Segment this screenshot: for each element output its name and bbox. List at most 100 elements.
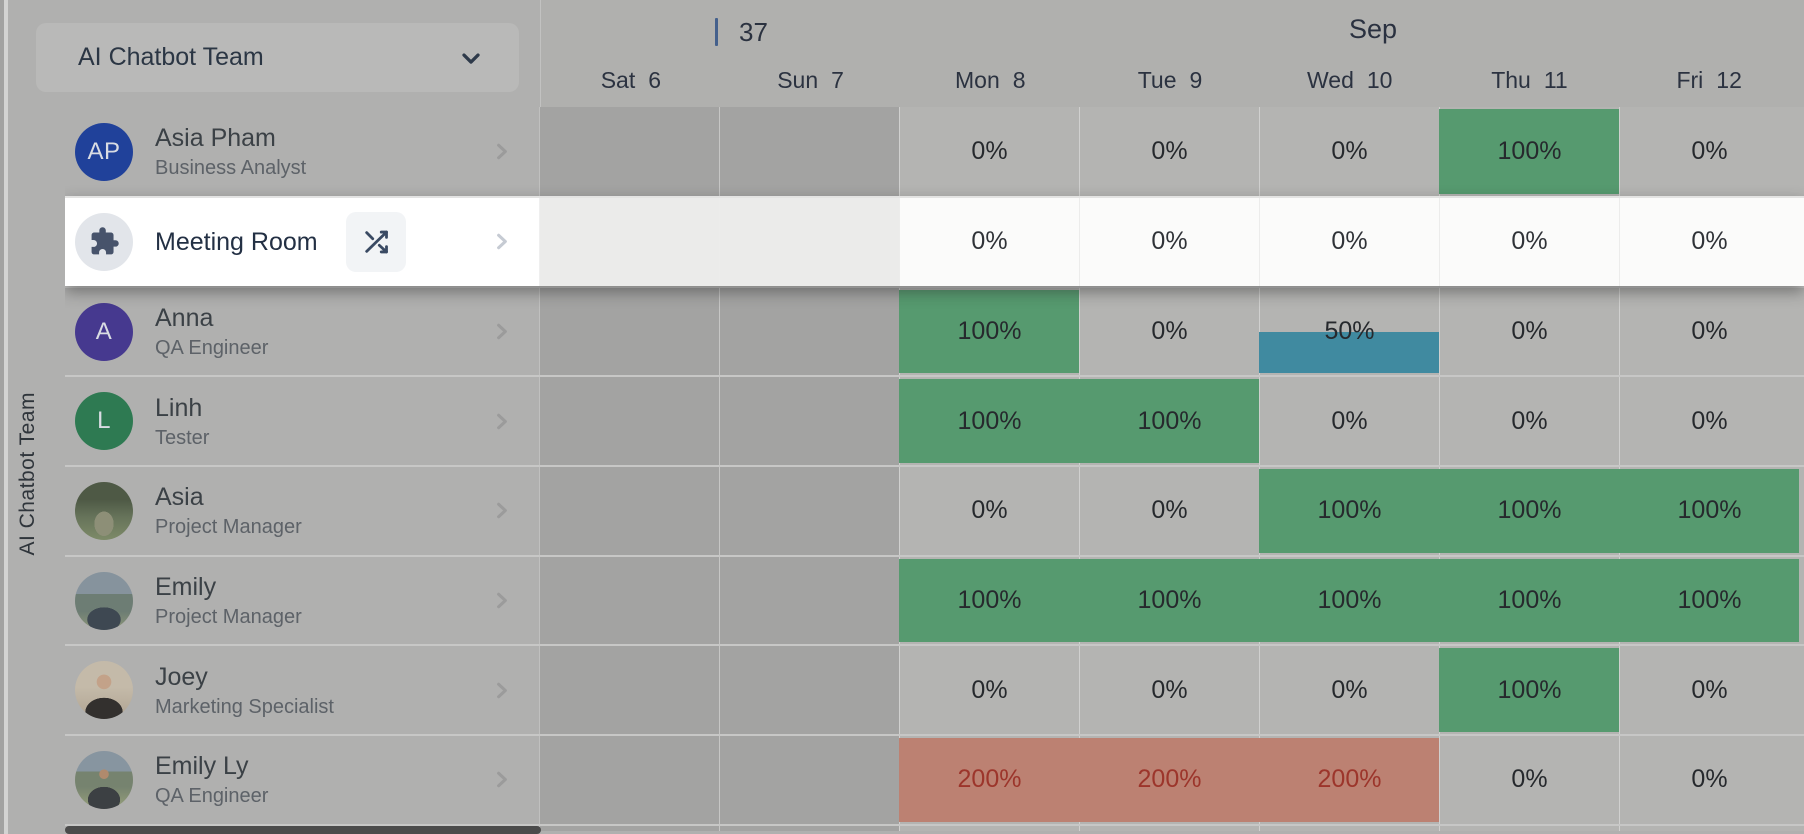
allocation-cell-sun[interactable] [719, 467, 899, 555]
member-name: Emily Ly [155, 752, 249, 781]
allocation-cell-thu[interactable]: 0% [1439, 287, 1619, 376]
day-header-sun[interactable]: Sun 7 [721, 0, 901, 107]
day-header-sat[interactable]: Sat 6 [541, 0, 721, 107]
allocation-cell-sun[interactable] [719, 646, 899, 735]
member-name-cell[interactable]: A Anna QA Engineer [65, 287, 540, 376]
allocation-percent-label: 100% [1677, 496, 1742, 525]
allocation-cell-wed[interactable]: 100% [1259, 467, 1439, 555]
allocation-cell-thu[interactable]: 100% [1439, 556, 1619, 645]
allocation-cell-sun[interactable] [719, 377, 899, 466]
allocation-cell-tue[interactable]: 0% [1079, 646, 1259, 735]
allocation-percent-label: 200% [957, 765, 1022, 794]
allocation-cell-tue[interactable]: 200% [1079, 736, 1259, 824]
allocation-cell-sun[interactable] [719, 825, 899, 831]
allocation-cell-mon[interactable]: 100% [899, 556, 1079, 645]
chevron-right-icon[interactable] [490, 768, 513, 791]
team-selector-dropdown[interactable]: AI Chatbot Team [36, 23, 519, 92]
allocation-cell-thu[interactable]: 100% [1439, 107, 1619, 196]
member-name-cell[interactable]: Emily Ly QA Engineer [65, 736, 540, 824]
day-header-mon[interactable]: Mon 8 [900, 0, 1080, 107]
member-role: QA Engineer [155, 337, 269, 360]
member-name-cell[interactable]: Emily Project Manager [65, 556, 540, 645]
allocation-cell-fri[interactable]: 0% [1619, 736, 1799, 824]
chevron-right-icon[interactable] [490, 410, 513, 433]
allocation-cell-wed[interactable]: 0% [1259, 107, 1439, 196]
allocation-cell-fri[interactable]: 0% [1619, 107, 1799, 196]
member-name-cell[interactable]: Asia Project Manager [65, 467, 540, 555]
chevron-right-icon[interactable] [490, 589, 513, 612]
chevron-down-icon [457, 44, 485, 72]
member-name-cell[interactable]: L Linh Tester [65, 377, 540, 466]
allocation-cell-sat[interactable] [540, 287, 719, 376]
allocation-cell-tue[interactable]: 0% [1079, 107, 1259, 196]
allocation-cell-fri[interactable]: 100% [1619, 467, 1799, 555]
allocation-cell-mon[interactable]: 100% [899, 287, 1079, 376]
day-header-wed[interactable]: Wed 10 [1260, 0, 1440, 107]
allocation-cell-tue[interactable]: 0% [1079, 467, 1259, 555]
allocation-cell-mon[interactable]: 0% [899, 107, 1079, 196]
allocation-cell-sun[interactable] [719, 107, 899, 196]
allocation-cell-sat[interactable] [540, 736, 719, 824]
allocation-cell-thu[interactable]: 100% [1439, 646, 1619, 735]
allocation-cell-thu[interactable] [1439, 825, 1619, 831]
allocation-cell-fri[interactable]: 0% [1619, 198, 1799, 286]
allocation-cell-thu[interactable]: 0% [1439, 377, 1619, 466]
allocation-cell-wed[interactable]: 0% [1259, 198, 1439, 286]
allocation-cell-sat[interactable] [540, 646, 719, 735]
allocation-cell-sat[interactable] [540, 377, 719, 466]
allocation-cell-sun[interactable] [719, 556, 899, 645]
horizontal-scrollbar-thumb[interactable] [65, 826, 541, 834]
allocation-cell-sat[interactable] [540, 556, 719, 645]
chevron-right-icon[interactable] [490, 140, 513, 163]
allocation-cell-mon[interactable]: 0% [899, 646, 1079, 735]
allocation-cell-fri[interactable]: 0% [1619, 646, 1799, 735]
allocation-cell-sun[interactable] [719, 198, 899, 286]
allocation-cell-thu[interactable]: 0% [1439, 736, 1619, 824]
allocation-cell-fri[interactable]: 100% [1619, 556, 1799, 645]
allocation-cell-wed[interactable]: 0% [1259, 377, 1439, 466]
allocation-cell-mon[interactable]: 200% [899, 736, 1079, 824]
member-name-cell[interactable]: Joey Marketing Specialist [65, 646, 540, 735]
allocation-cell-wed[interactable]: 100% [1259, 556, 1439, 645]
allocation-cell-tue[interactable]: 0% [1079, 287, 1259, 376]
day-header-fri[interactable]: Fri 12 [1619, 0, 1799, 107]
allocation-cell-thu[interactable]: 100% [1439, 467, 1619, 555]
allocation-cell-thu[interactable]: 0% [1439, 198, 1619, 286]
allocation-cell-tue[interactable]: 100% [1079, 377, 1259, 466]
allocation-cell-wed[interactable] [1259, 825, 1439, 831]
member-row-asia-pham: AP Asia Pham Business Analyst 0% 0% 0% 100% 0% [65, 107, 1804, 196]
allocation-cell-sun[interactable] [719, 736, 899, 824]
allocation-cell-tue[interactable]: 0% [1079, 198, 1259, 286]
allocation-cell-wed[interactable]: 50% [1259, 287, 1439, 376]
shuffle-button[interactable] [345, 211, 406, 272]
allocation-cell-mon[interactable] [899, 825, 1079, 831]
allocation-cell-tue[interactable] [1079, 825, 1259, 831]
allocation-cell-wed[interactable]: 0% [1259, 646, 1439, 735]
allocation-cell-sat[interactable] [540, 467, 719, 555]
allocation-percent-label: 0% [1151, 496, 1188, 525]
chevron-right-icon[interactable] [490, 320, 513, 343]
sidebar-header: AI Chatbot Team [0, 0, 540, 107]
chevron-right-icon[interactable] [490, 499, 513, 522]
allocation-cell-mon[interactable]: 100% [899, 377, 1079, 466]
week-start-tick [715, 18, 718, 46]
allocation-cell-fri[interactable] [1619, 825, 1799, 831]
allocation-cell-tue[interactable]: 100% [1079, 556, 1259, 645]
chevron-right-icon[interactable] [490, 230, 513, 253]
allocation-cell-sat[interactable] [540, 107, 719, 196]
member-role: QA Engineer [155, 785, 269, 808]
allocation-cell-fri[interactable]: 0% [1619, 287, 1799, 376]
allocation-cell-sat[interactable] [540, 825, 719, 831]
allocation-cell-mon[interactable]: 0% [899, 198, 1079, 286]
day-header-thu[interactable]: Thu 11 [1440, 0, 1620, 107]
allocation-cell-sun[interactable] [719, 287, 899, 376]
member-name-cell[interactable]: Meeting Room [65, 198, 540, 286]
allocation-cell-sat[interactable] [540, 198, 719, 286]
allocation-cell-fri[interactable]: 0% [1619, 377, 1799, 466]
allocation-cell-wed[interactable]: 200% [1259, 736, 1439, 824]
day-header-tue[interactable]: Tue 9 [1080, 0, 1260, 107]
chevron-right-icon[interactable] [490, 679, 513, 702]
allocation-cell-mon[interactable]: 0% [899, 467, 1079, 555]
member-name-cell[interactable]: AP Asia Pham Business Analyst [65, 107, 540, 196]
allocation-percent-label: 100% [1497, 137, 1562, 165]
